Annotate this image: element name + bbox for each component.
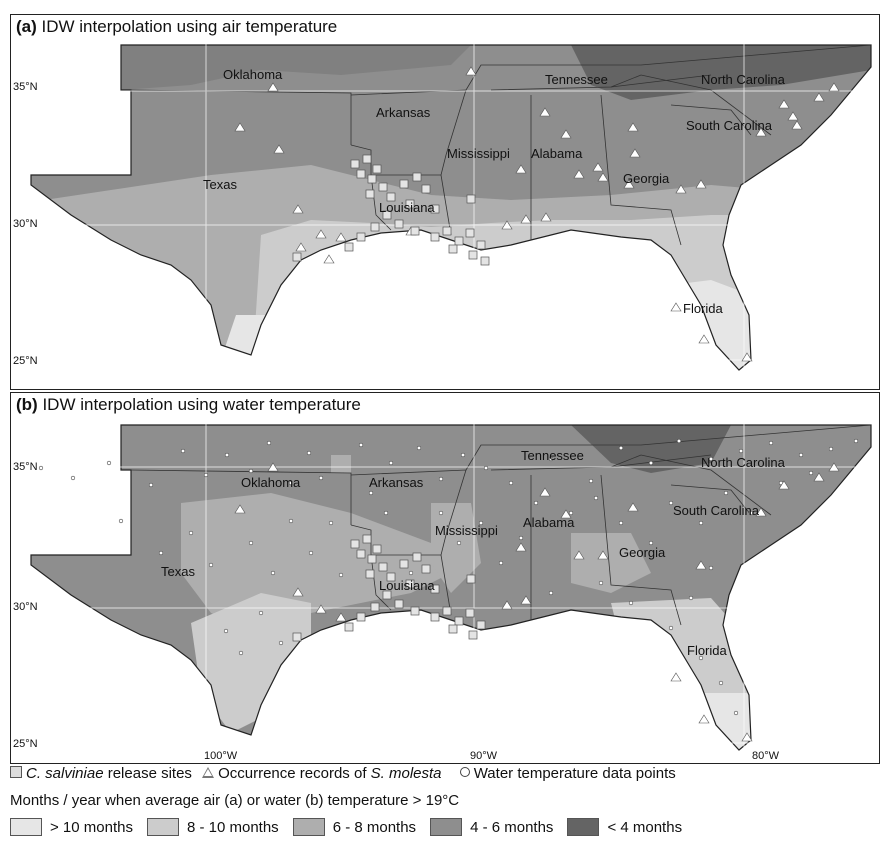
occurrence-triangles	[234, 462, 840, 742]
state-label-south-carolina: South Carolina	[686, 118, 772, 133]
legend-class: > 10 months	[10, 818, 133, 836]
state-label-south-carolina-b: South Carolina	[673, 503, 759, 518]
release-squares	[292, 154, 490, 266]
water-point-circle-icon	[459, 767, 470, 777]
release-species: C. salviniae	[26, 765, 104, 782]
water-data-points	[38, 438, 859, 716]
legend-swatch	[292, 818, 325, 836]
occurrence-triangle-icon	[202, 767, 215, 778]
state-label-arkansas-b: Arkansas	[369, 475, 424, 490]
state-label-oklahoma-b: Oklahoma	[241, 475, 301, 490]
lat-35-label-a: 35°N	[13, 81, 38, 93]
lat-35-label-b: 35°N	[13, 461, 38, 473]
lon-80-label: 80°W	[750, 750, 782, 762]
release-text: release sites	[103, 765, 192, 782]
state-label-tennessee-b: Tennessee	[521, 448, 584, 463]
state-borders	[130, 424, 872, 626]
legend-class: 6 - 8 months	[292, 818, 416, 836]
state-label-louisiana: Louisiana	[379, 200, 435, 215]
water-points-text: Water temperature data points	[473, 765, 676, 782]
state-label-north-carolina: North Carolina	[701, 72, 785, 87]
release-site-square-icon	[10, 766, 22, 778]
lat-25-label-b: 25°N	[13, 738, 38, 750]
lat-30-label-a: 30°N	[13, 218, 38, 230]
state-label-louisiana-b: Louisiana	[379, 578, 435, 593]
lon-90-label: 90°W	[468, 750, 500, 762]
panel-a-title: (a) IDW interpolation using air temperat…	[14, 17, 340, 37]
state-label-north-carolina-b: North Carolina	[701, 455, 785, 470]
coastline	[30, 44, 872, 371]
state-label-mississippi-b: Mississippi	[435, 523, 498, 538]
lon-100-label: 100°W	[202, 750, 240, 762]
graticule	[11, 393, 879, 763]
lat-30-label-b: 30°N	[13, 601, 38, 613]
water-temperature-map	[11, 393, 879, 763]
occurrence-text: Occurrence records of	[218, 765, 371, 782]
legend-swatch	[430, 818, 463, 836]
legend-swatch	[567, 818, 600, 836]
release-squares	[292, 534, 486, 642]
legend-class: < 4 months	[567, 818, 682, 836]
state-label-texas-b: Texas	[161, 564, 195, 579]
state-label-alabama: Alabama	[531, 146, 583, 161]
state-label-georgia: Georgia	[623, 171, 670, 186]
occurrence-species: S. molesta	[370, 765, 442, 782]
months-legend: > 10 months 8 - 10 months 6 - 8 months 4…	[10, 818, 696, 836]
map-panel-air: (a) IDW interpolation using air temperat…	[10, 14, 880, 390]
coastline	[30, 424, 872, 751]
legend-class: 4 - 6 months	[430, 818, 553, 836]
legend-swatch	[146, 818, 179, 836]
state-label-tennessee: Tennessee	[545, 72, 608, 87]
months-legend-title: Months / year when average air (a) or wa…	[10, 792, 460, 809]
state-label-alabama-b: Alabama	[523, 515, 575, 530]
state-label-florida: Florida	[683, 301, 723, 316]
legend-class: 8 - 10 months	[146, 818, 279, 836]
symbol-legend: C. salviniae release sites Occurrence re…	[10, 765, 676, 782]
state-label-georgia-b: Georgia	[619, 545, 666, 560]
lat-25-label-a: 25°N	[13, 355, 38, 367]
panel-b-title: (b) IDW interpolation using water temper…	[14, 395, 363, 415]
legend-swatch	[10, 818, 42, 836]
map-panel-water: (b) IDW interpolation using water temper…	[10, 392, 880, 764]
state-label-florida-b: Florida	[687, 643, 727, 658]
state-label-texas: Texas	[203, 177, 237, 192]
state-label-mississippi: Mississippi	[447, 146, 510, 161]
graticule	[11, 15, 879, 389]
state-label-oklahoma: Oklahoma	[223, 67, 283, 82]
state-label-arkansas: Arkansas	[376, 105, 431, 120]
air-temperature-map	[11, 15, 879, 389]
